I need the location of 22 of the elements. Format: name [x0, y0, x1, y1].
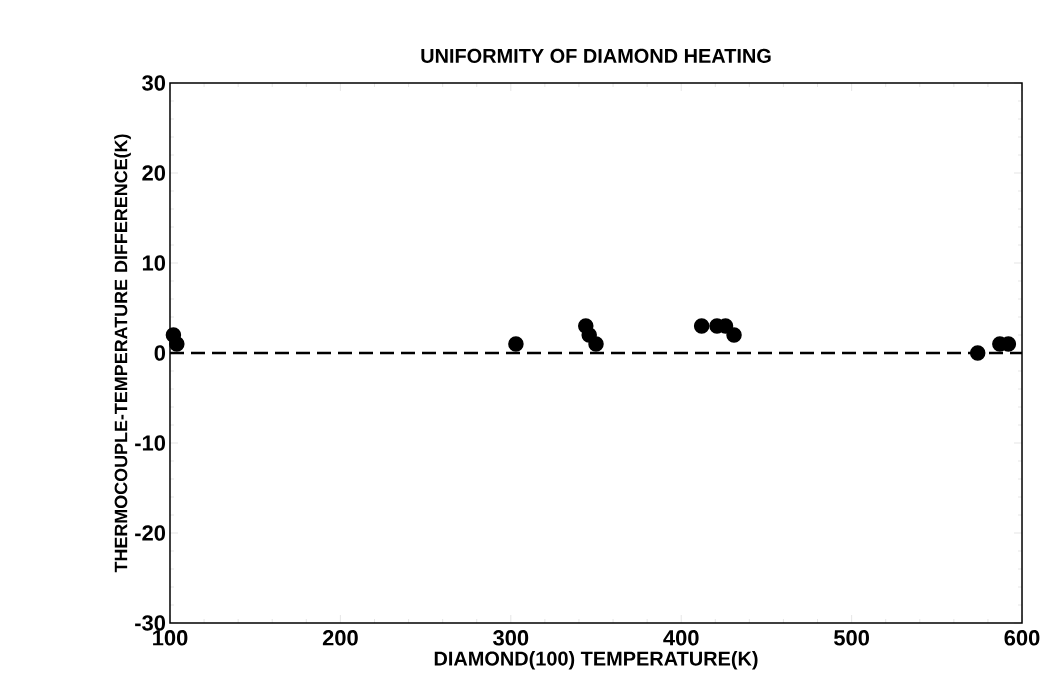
- y-tick-label: -20: [135, 525, 166, 541]
- chart-title: UNIFORMITY OF DIAMOND HEATING: [421, 48, 771, 63]
- y-tick-label: 10: [142, 255, 166, 271]
- point: [693, 318, 710, 334]
- x-tick-label: 500: [834, 630, 869, 646]
- y-tick-label: 30: [142, 75, 166, 91]
- y-tick-label: -30: [135, 615, 166, 631]
- point: [588, 336, 604, 352]
- y-tick-label: -10: [135, 435, 166, 451]
- x-tick-label: 300: [493, 630, 529, 646]
- point: [726, 327, 742, 343]
- y-axis-title: THERMOCOUPLE-TEMPERATURE DIFFERENCE(K): [114, 134, 131, 573]
- point: [969, 345, 986, 361]
- x-tick-label: 200: [322, 630, 358, 646]
- x-tick-label: 400: [663, 630, 699, 646]
- point: [508, 336, 524, 352]
- y-tick-label: 0: [154, 345, 166, 361]
- x-tick-label: 100: [153, 630, 188, 646]
- x-tick-label: 600: [1004, 630, 1040, 646]
- point: [169, 336, 185, 352]
- y-tick-label: 20: [142, 165, 166, 181]
- x-axis-title: DIAMOND(100) TEMPERATURE(K): [434, 651, 758, 670]
